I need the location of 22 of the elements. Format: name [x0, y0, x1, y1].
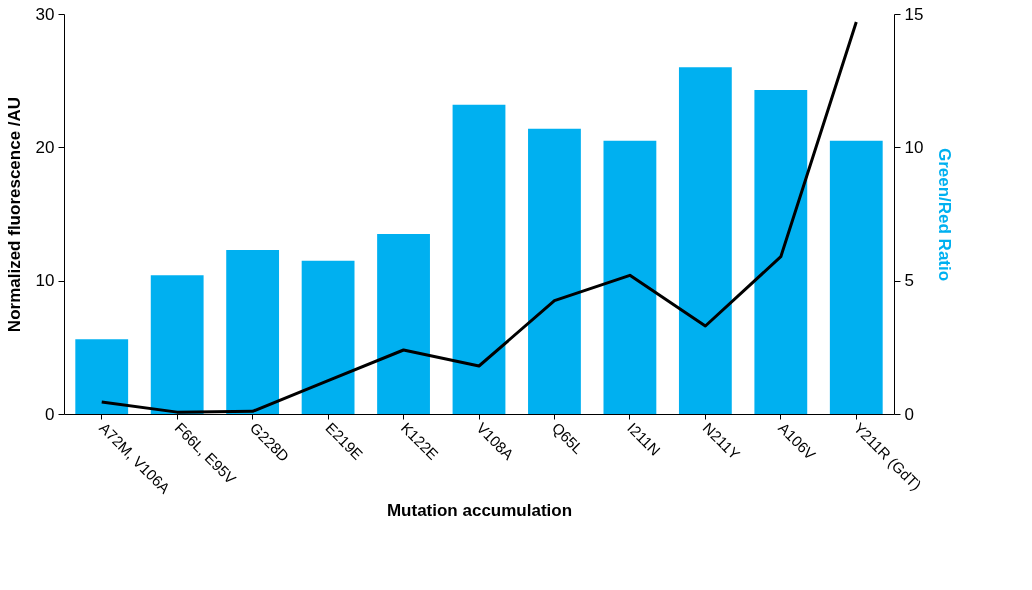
bar: [75, 339, 129, 414]
bar: [603, 140, 657, 414]
y-axis-title: Normalized fluorescence /AU: [4, 96, 24, 333]
bar: [301, 260, 355, 414]
y2-axis-title: Green/Red Ratio: [935, 147, 955, 282]
bar: [678, 67, 732, 414]
y2-tick-label: 5: [904, 271, 914, 291]
bar: [528, 128, 581, 414]
y2-tick-label: 0: [904, 404, 914, 424]
y2-tick-label: 15: [904, 4, 924, 24]
y2-tick-label: 10: [904, 137, 924, 157]
bar: [226, 250, 280, 414]
bar: [829, 140, 883, 414]
y-tick-label: 10: [35, 271, 55, 291]
bar: [150, 275, 204, 414]
bar: [452, 104, 506, 414]
y-tick-label: 20: [35, 137, 55, 157]
y-tick-label: 0: [45, 404, 55, 424]
y-tick-label: 30: [35, 4, 55, 24]
x-axis-title: Mutation accumulation: [386, 500, 573, 520]
bar: [377, 234, 430, 414]
bar: [754, 90, 808, 414]
